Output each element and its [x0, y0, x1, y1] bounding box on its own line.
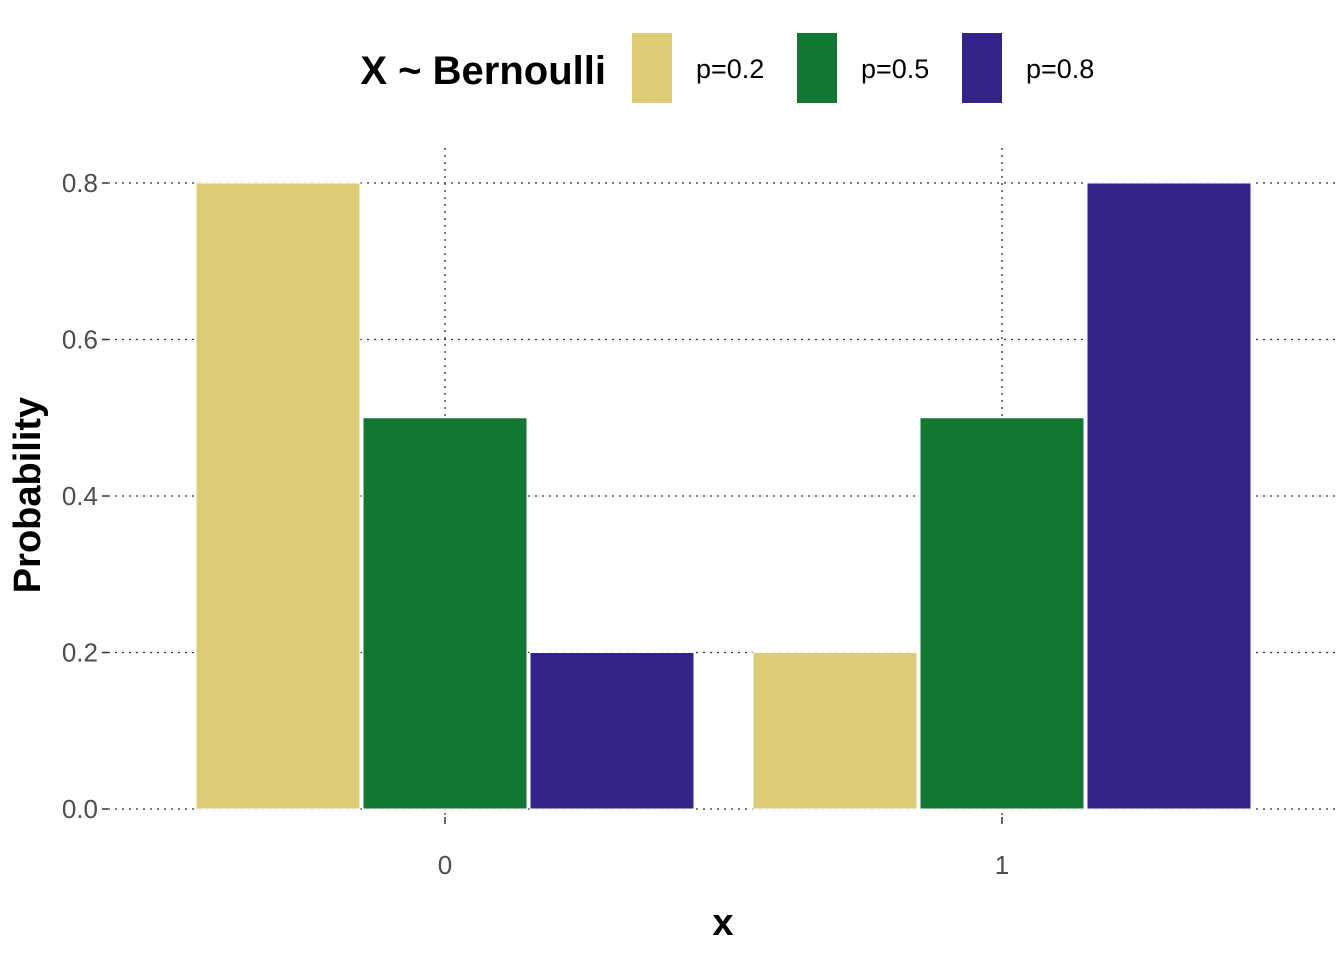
y-axis-title: Probability: [7, 397, 49, 593]
y-tick-label: 0.2: [62, 638, 98, 668]
legend-label: p=0.5: [861, 54, 929, 84]
bar: [1086, 182, 1252, 810]
axes: 0.0 0.2 0.4 0.6 0.8 0 1: [62, 168, 1009, 880]
y-tick-label: 0.0: [62, 794, 98, 824]
bar: [919, 417, 1085, 810]
legend-label: p=0.2: [696, 54, 764, 84]
y-tick-label: 0.8: [62, 168, 98, 198]
x-axis-title: x: [712, 902, 733, 944]
bar: [529, 652, 695, 810]
legend: X ~ Bernoulli p=0.2 p=0.5 p=0.8: [360, 33, 1094, 103]
x-tick-label: 1: [995, 850, 1009, 880]
legend-key: [962, 33, 1002, 103]
y-tick-label: 0.4: [62, 481, 98, 511]
bar: [752, 652, 918, 810]
legend-key: [797, 33, 837, 103]
legend-key: [632, 33, 672, 103]
x-tick-label: 0: [438, 850, 452, 880]
bar: [362, 417, 528, 810]
legend-label: p=0.8: [1026, 54, 1094, 84]
bar: [195, 182, 361, 810]
bars: [195, 182, 1252, 810]
legend-title: X ~ Bernoulli: [360, 49, 606, 93]
y-tick-label: 0.6: [62, 325, 98, 355]
